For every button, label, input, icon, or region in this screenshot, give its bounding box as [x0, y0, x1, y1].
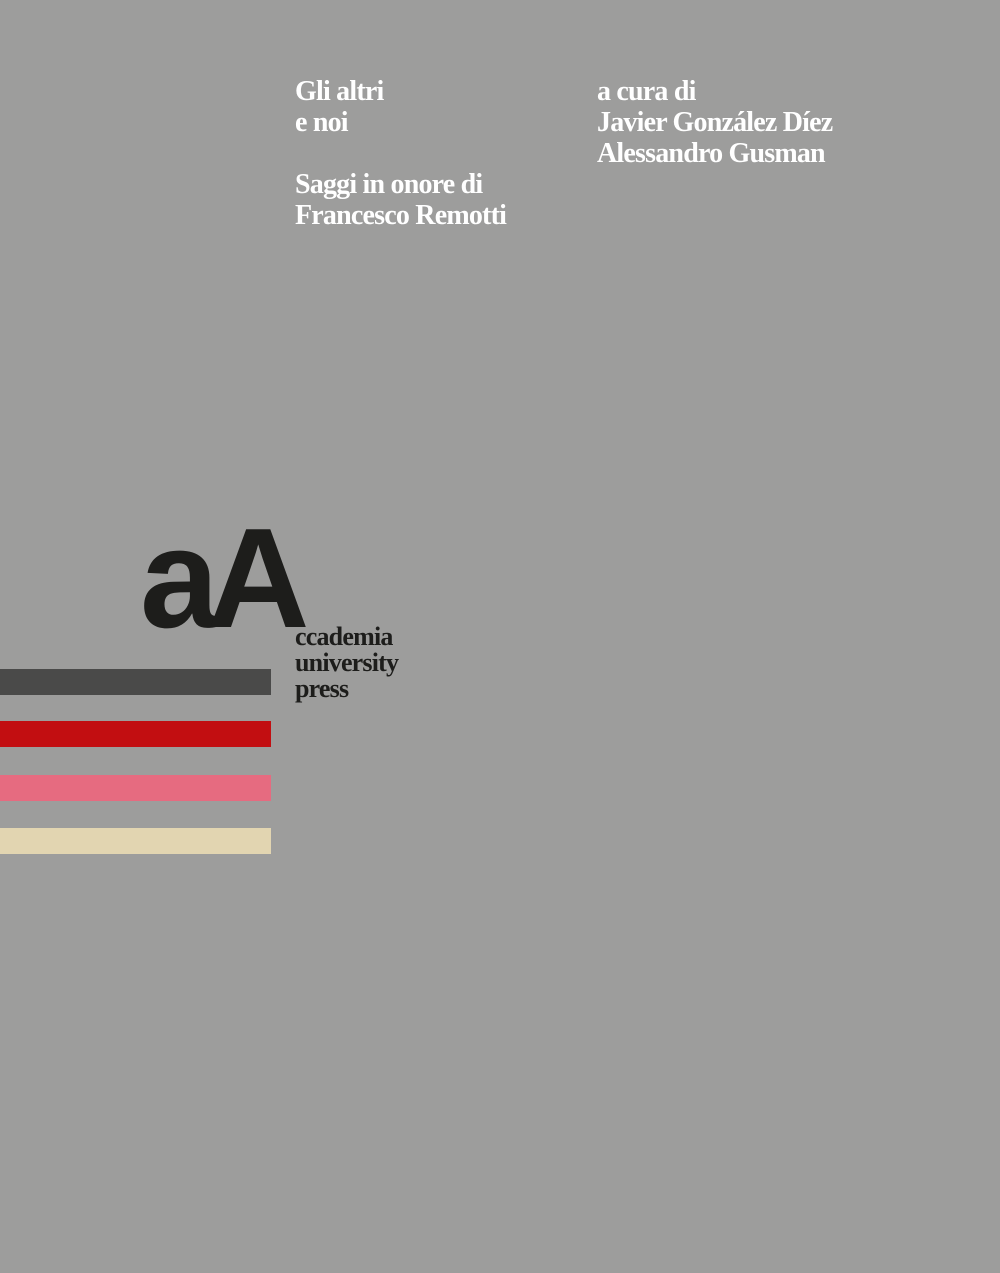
editor-name: Javier González Díez: [597, 107, 833, 138]
stripe-dark-gray: [0, 669, 271, 695]
book-subtitle: Saggi in onore di Francesco Remotti: [295, 169, 507, 231]
editors-label: a cura di: [597, 76, 696, 107]
stripe-pink: [0, 775, 271, 801]
book-title: Gli altri e noi: [295, 76, 384, 138]
title-line: Gli altri: [295, 76, 384, 107]
publisher-line: university: [295, 648, 399, 677]
publisher-name: ccademia university press: [295, 622, 399, 703]
publisher-line: ccademia: [295, 622, 393, 651]
stripe-red: [0, 721, 271, 747]
publisher-line: press: [295, 674, 349, 703]
title-line: e noi: [295, 107, 349, 138]
editor-name: Alessandro Gusman: [597, 138, 826, 169]
subtitle-line: Francesco Remotti: [295, 200, 507, 231]
stripe-cream: [0, 828, 271, 854]
subtitle-line: Saggi in onore di: [295, 169, 483, 200]
editors: a cura di Javier González Díez Alessandr…: [597, 76, 833, 169]
publisher-logo-mark: aA: [140, 499, 309, 658]
